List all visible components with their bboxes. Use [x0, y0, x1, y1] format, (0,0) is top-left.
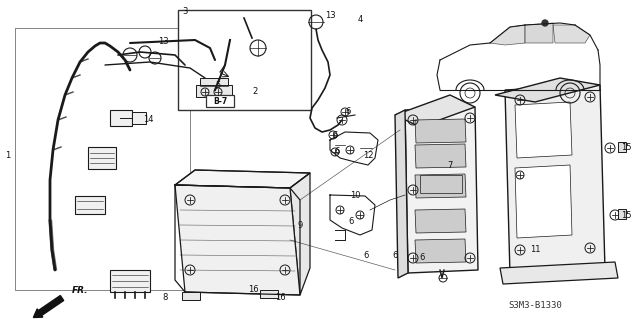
Polygon shape	[525, 23, 553, 43]
Polygon shape	[515, 165, 572, 238]
Text: 3: 3	[182, 8, 188, 17]
Polygon shape	[175, 170, 310, 188]
Text: 6: 6	[364, 251, 369, 261]
Polygon shape	[290, 173, 310, 295]
Polygon shape	[500, 262, 618, 284]
Polygon shape	[505, 85, 605, 275]
Polygon shape	[490, 25, 525, 45]
Polygon shape	[395, 95, 475, 127]
Text: 9: 9	[298, 220, 303, 229]
Bar	[200, 78, 228, 94]
Bar	[110, 110, 132, 126]
Bar	[206, 95, 234, 107]
Text: 13: 13	[324, 11, 335, 19]
Text: B-7: B-7	[213, 97, 227, 106]
Bar	[132, 112, 146, 124]
Bar	[75, 196, 105, 214]
Bar	[618, 209, 626, 219]
Polygon shape	[415, 144, 466, 168]
Text: 14: 14	[143, 115, 153, 124]
Polygon shape	[415, 209, 466, 233]
Text: 1: 1	[5, 151, 11, 160]
Text: S3M3-B1330: S3M3-B1330	[508, 300, 562, 309]
Bar	[182, 292, 200, 300]
Text: 13: 13	[157, 38, 168, 47]
Text: 16: 16	[248, 285, 259, 293]
Polygon shape	[415, 239, 466, 263]
Polygon shape	[553, 25, 590, 43]
Text: 6: 6	[346, 108, 351, 116]
Text: 6: 6	[392, 251, 397, 261]
Bar	[88, 147, 116, 169]
Text: 15: 15	[621, 211, 631, 219]
FancyArrow shape	[33, 295, 64, 317]
Text: 15: 15	[621, 144, 631, 152]
Bar	[260, 290, 278, 298]
Bar	[420, 175, 462, 193]
Text: 5: 5	[216, 80, 221, 90]
Text: 8: 8	[163, 293, 168, 302]
Text: 6: 6	[419, 253, 425, 262]
Text: 2: 2	[252, 87, 258, 97]
Polygon shape	[175, 185, 300, 295]
Text: 7: 7	[447, 160, 452, 169]
Polygon shape	[415, 174, 466, 198]
Text: 16: 16	[275, 293, 285, 302]
Text: 4: 4	[357, 16, 363, 25]
Bar	[618, 142, 626, 152]
Text: 6: 6	[334, 147, 340, 157]
Text: 6: 6	[348, 218, 354, 226]
Text: 11: 11	[530, 246, 540, 255]
Polygon shape	[495, 78, 600, 102]
Text: FR.: FR.	[72, 286, 88, 295]
Polygon shape	[415, 119, 466, 143]
Polygon shape	[395, 110, 408, 278]
Polygon shape	[405, 107, 478, 273]
Bar	[15, 28, 190, 290]
Bar	[196, 85, 232, 97]
Text: 10: 10	[349, 190, 360, 199]
Text: 12: 12	[363, 151, 373, 160]
Bar	[110, 270, 150, 292]
Polygon shape	[515, 102, 572, 158]
Bar	[178, 10, 311, 110]
Text: 6: 6	[332, 130, 338, 139]
Circle shape	[542, 20, 548, 26]
